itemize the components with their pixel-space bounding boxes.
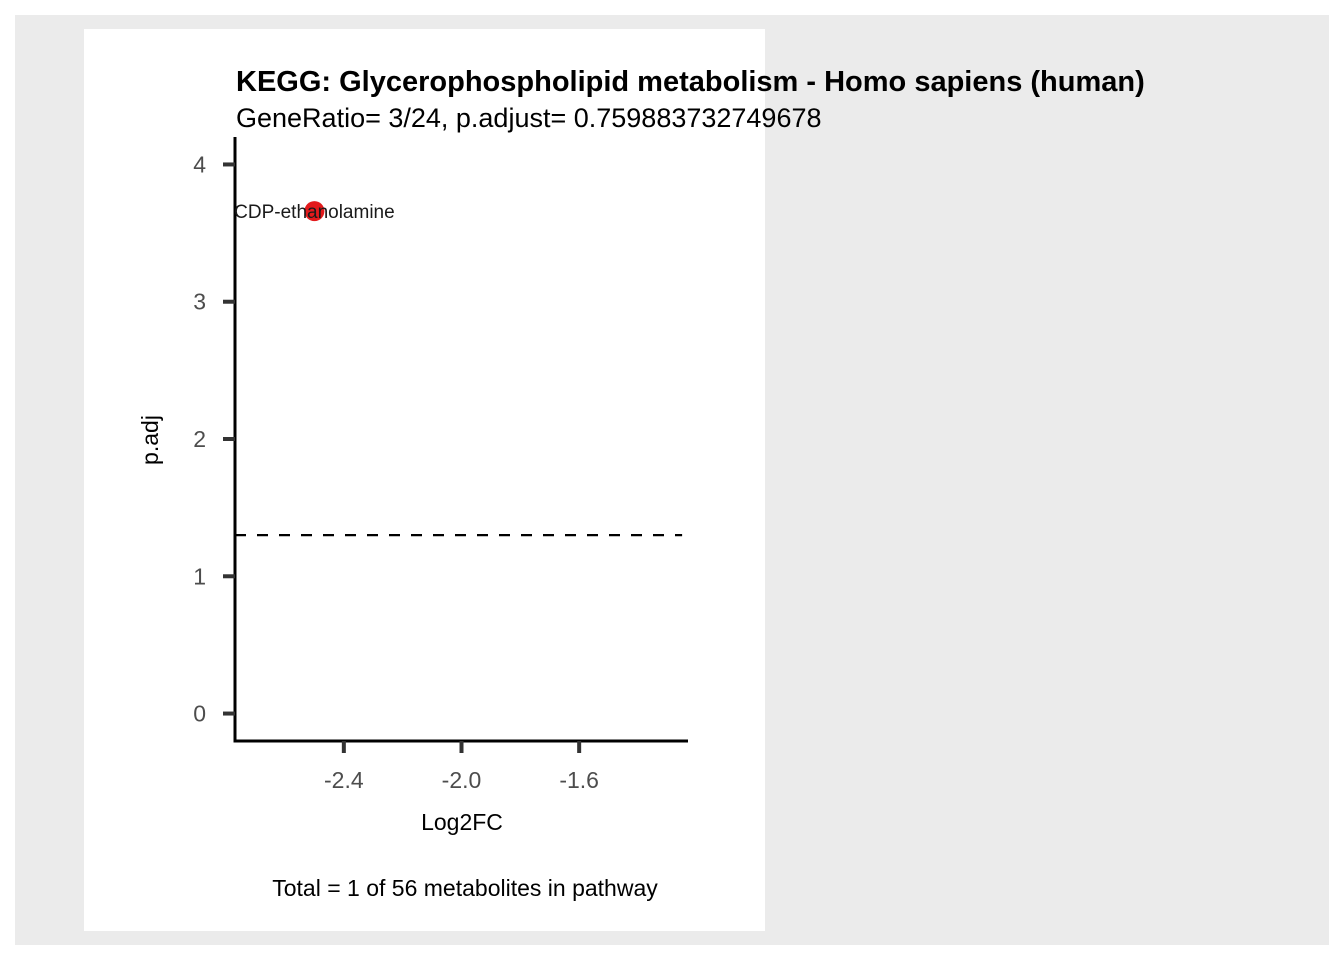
data-points: CDP-ethanolamine <box>234 201 395 223</box>
y-axis: 0 1 2 3 4 <box>193 137 237 743</box>
y-tick-label: 2 <box>193 426 206 452</box>
chart-subtitle: GeneRatio= 3/24, p.adjust= 0.75988373274… <box>236 103 822 133</box>
x-axis: -2.4 -2.0 -1.6 <box>233 739 688 793</box>
point-label: CDP-ethanolamine <box>234 202 395 223</box>
chart-caption: Total = 1 of 56 metabolites in pathway <box>272 875 658 901</box>
x-tick-label: -2.4 <box>324 767 364 793</box>
y-axis-title: p.adj <box>137 415 163 465</box>
data-point <box>304 201 325 222</box>
y-tick-label: 0 <box>193 701 206 727</box>
x-tick-label: -1.6 <box>559 767 599 793</box>
chart-title: KEGG: Glycerophospholipid metabolism - H… <box>236 66 1145 98</box>
y-tick-label: 3 <box>193 289 206 315</box>
y-tick-label: 4 <box>193 151 206 177</box>
x-tick-label: -2.0 <box>442 767 482 793</box>
y-tick-label: 1 <box>193 563 206 589</box>
x-axis-title: Log2FC <box>421 809 503 835</box>
plot-panel <box>84 29 765 931</box>
